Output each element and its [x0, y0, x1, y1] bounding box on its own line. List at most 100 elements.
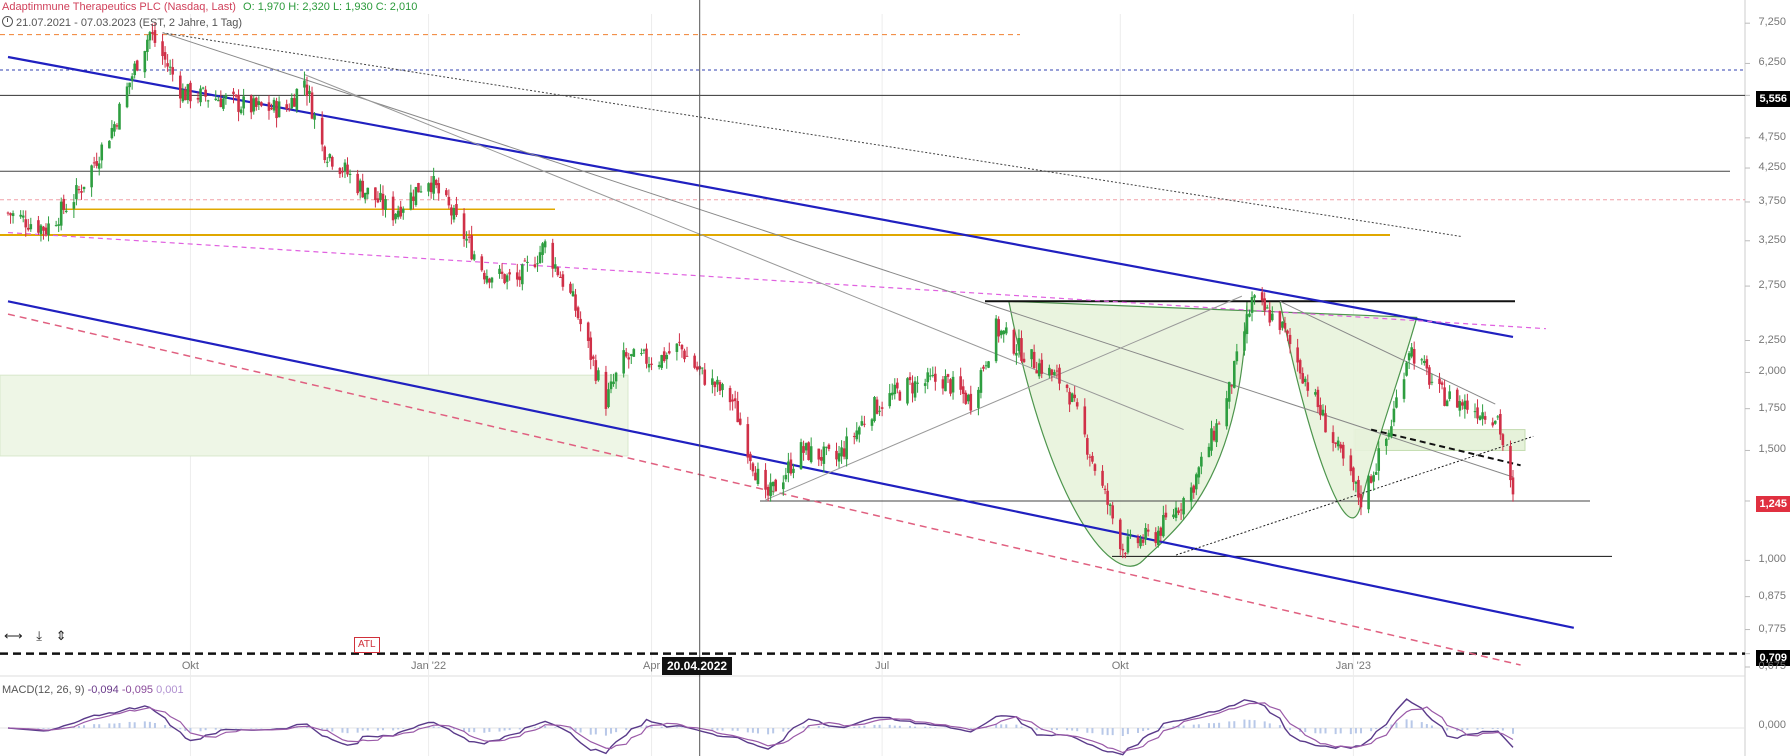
- candle-body: [19, 214, 22, 217]
- candle-body: [488, 278, 491, 283]
- candle-body: [1455, 389, 1459, 408]
- candle-body: [1331, 432, 1335, 443]
- macd-histogram-bar: [716, 728, 719, 731]
- macd-histogram-bar: [1512, 728, 1514, 734]
- candle-body: [665, 355, 669, 360]
- candle-body: [946, 374, 950, 377]
- candle-body: [1430, 381, 1434, 383]
- candle-body: [9, 213, 12, 216]
- candle-body: [1334, 442, 1337, 445]
- macd-histogram-bar: [914, 726, 917, 728]
- candle-body: [1288, 334, 1292, 345]
- candle-body: [59, 201, 63, 226]
- candle-body: [825, 446, 828, 448]
- candle-body: [62, 198, 66, 210]
- macd-line: [7, 698, 1514, 756]
- candle-body: [1367, 475, 1370, 510]
- macd-histogram-bar: [1147, 728, 1150, 731]
- crosshair-date-label: 20.04.2022: [662, 657, 733, 675]
- macd-histogram-bar: [326, 728, 329, 731]
- split-icon[interactable]: ⇕: [55, 628, 67, 643]
- macd-histogram-bar: [782, 728, 785, 732]
- download-icon[interactable]: ⤓: [36, 628, 43, 643]
- candle-body: [792, 468, 795, 473]
- candle-body: [1017, 337, 1021, 351]
- macd-histogram-bar: [37, 728, 40, 729]
- macd-histogram-bar: [756, 728, 759, 734]
- candle-body: [500, 271, 504, 274]
- macd-histogram-bar: [1324, 728, 1327, 734]
- candle-body: [589, 337, 593, 360]
- candle-body: [384, 199, 387, 210]
- candle-body: [538, 252, 542, 263]
- candle-body: [1050, 369, 1054, 375]
- candle-body: [1055, 370, 1059, 372]
- macd-histogram-bar: [341, 728, 344, 733]
- y-tick-label: 4,250: [1758, 161, 1786, 174]
- candle-body: [594, 360, 598, 381]
- macd-histogram-bar: [888, 724, 891, 728]
- candle-body: [394, 213, 397, 220]
- candle-body: [1372, 475, 1375, 482]
- macd-histogram-bar: [711, 728, 714, 730]
- candle-body: [571, 291, 575, 297]
- macd-histogram-bar: [1248, 719, 1251, 728]
- macd-histogram-bar: [680, 727, 683, 728]
- macd-histogram-bar: [148, 721, 151, 728]
- candle-body: [523, 260, 527, 262]
- macd-histogram-bar: [77, 725, 80, 728]
- candle-body: [249, 95, 253, 113]
- candle-body: [295, 88, 299, 111]
- candle-body: [320, 117, 324, 145]
- candle-body: [1281, 321, 1284, 328]
- macd-histogram-bar: [893, 725, 896, 728]
- candle-body: [561, 274, 565, 287]
- candle-body: [1319, 404, 1322, 416]
- toolbar: ⟷ ⤓ ⇕: [4, 628, 77, 644]
- candle-body: [678, 341, 681, 343]
- atl-badge[interactable]: ATL: [354, 637, 380, 653]
- macd-histogram-bar: [108, 723, 111, 728]
- candle-body: [711, 378, 714, 385]
- candle-body: [1395, 397, 1398, 408]
- candle-body: [559, 276, 562, 278]
- macd-histogram-bar: [908, 725, 911, 728]
- macd-name: MACD(12, 26, 9): [2, 684, 85, 696]
- macd-histogram-bar: [164, 724, 167, 728]
- candle-body: [100, 144, 104, 161]
- candle-body: [1283, 322, 1287, 329]
- candle-body: [749, 453, 752, 462]
- candle-body: [893, 384, 897, 395]
- candle-body: [624, 352, 628, 357]
- macd-histogram-bar: [1005, 724, 1008, 728]
- macd-histogram-bar: [1405, 719, 1408, 728]
- candle-body: [680, 344, 684, 350]
- macd-histogram-bar: [554, 727, 557, 728]
- candle-body: [1108, 504, 1112, 506]
- macd-histogram-bar: [503, 728, 506, 731]
- candle-body: [835, 450, 838, 460]
- candle-body: [1243, 331, 1246, 351]
- candle-body: [1086, 438, 1089, 455]
- candle-body: [254, 97, 258, 107]
- candle-body: [1022, 358, 1026, 363]
- candle-body: [168, 66, 172, 68]
- candle-body: [1139, 538, 1142, 547]
- candle-body: [863, 423, 866, 425]
- candle-body: [526, 261, 529, 263]
- candle-body: [201, 87, 205, 89]
- macd-histogram-bar: [1218, 722, 1221, 728]
- macd-histogram-bar: [518, 728, 521, 730]
- macd-histogram-bar: [1106, 728, 1109, 736]
- candle-body: [39, 225, 43, 235]
- macd-histogram-bar: [1020, 726, 1023, 728]
- resize-icon[interactable]: ⟷: [4, 628, 23, 643]
- y-tick-label: 2,750: [1758, 279, 1786, 292]
- candle-body: [242, 96, 245, 109]
- candle-body: [1491, 422, 1495, 426]
- macd-histogram-bar: [468, 728, 471, 733]
- candle-body: [184, 89, 187, 101]
- candle-body: [1286, 330, 1289, 334]
- candle-body: [553, 264, 557, 269]
